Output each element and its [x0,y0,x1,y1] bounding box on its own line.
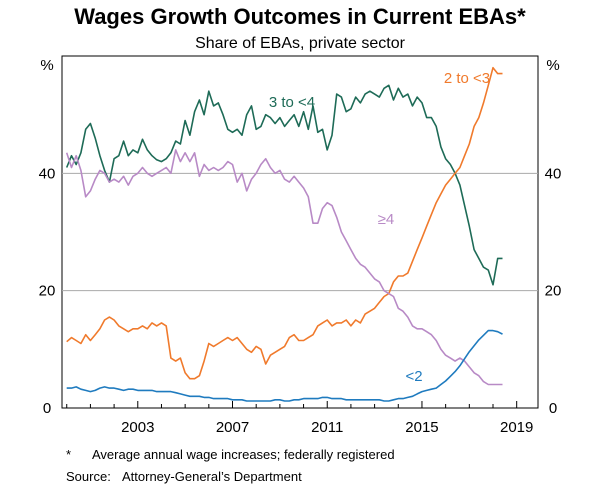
x-tick-label-2007: 2007 [216,419,249,436]
source-text: Attorney-General’s Department [122,469,302,484]
y-tick-right-20: 20 [545,283,562,300]
y-axis: 0 0 20 20 40 40 [39,165,562,417]
source-label: Source: [66,469,111,484]
chart-title: Wages Growth Outcomes in Current EBAs* [74,4,526,29]
y-tick-left-0: 0 [43,400,51,417]
chart-subtitle: Share of EBAs, private sector [195,35,406,52]
series-label-lt-2: <2 [405,368,422,385]
y-unit-left: % [40,57,53,74]
series-label-2-to-3: 2 to <3 [444,70,490,87]
y-unit-right: % [546,57,559,74]
x-tick-label-2003: 2003 [121,419,154,436]
y-tick-left-20: 20 [39,283,56,300]
series-line-3 [66,329,503,402]
footnote-text: Average annual wage increases; federally… [92,447,395,462]
footnote-marker: * [66,447,72,462]
y-tick-right-40: 40 [545,165,562,182]
plot-frame [61,55,539,409]
x-tick-label-2011: 2011 [311,419,343,436]
y-tick-right-0: 0 [549,400,557,417]
x-axis: 2003 2007 2011 2015 2019 [66,401,533,436]
series-line-2 [65,149,503,386]
series-line-0 [65,84,503,286]
gridlines [62,172,538,292]
series-lines [65,66,503,402]
x-tick-label-2015: 2015 [405,419,438,436]
series-label-3-to-4: 3 to <4 [269,94,315,111]
series-label-ge-4: ≥4 [378,211,395,228]
series-line-1 [66,66,503,380]
y-tick-left-40: 40 [39,165,56,182]
x-tick-label-2019: 2019 [500,419,533,436]
